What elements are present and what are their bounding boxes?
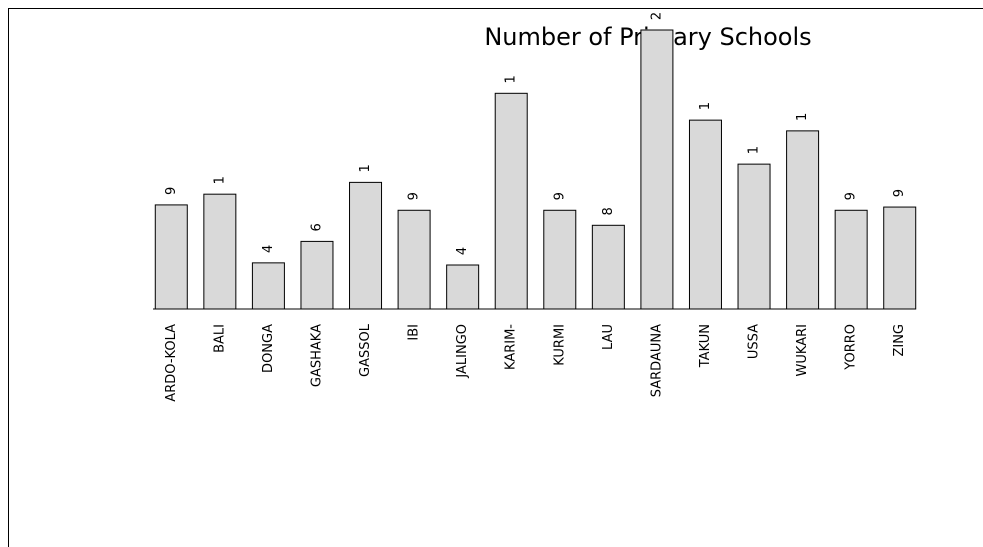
data-label: 8 bbox=[601, 207, 616, 215]
data-label: 9 bbox=[164, 187, 179, 195]
x-tick-label: KARIM- bbox=[504, 324, 519, 370]
x-tick-label: JALINGO bbox=[455, 324, 470, 379]
bar bbox=[154, 204, 188, 310]
x-tick-label: BALI bbox=[212, 324, 227, 353]
x-tick-label: IBI bbox=[407, 324, 422, 341]
data-label: 1 bbox=[747, 146, 762, 154]
bar bbox=[251, 262, 285, 310]
bar bbox=[543, 209, 577, 310]
x-tick-label: TAKUN bbox=[698, 324, 713, 368]
data-label: 2 bbox=[649, 12, 664, 20]
data-label: 4 bbox=[261, 245, 276, 253]
x-tick-label: WUKARI bbox=[795, 324, 810, 376]
data-label: 4 bbox=[455, 247, 470, 255]
x-tick-label: LAU bbox=[601, 324, 616, 350]
bar bbox=[397, 209, 431, 310]
data-label: 9 bbox=[552, 192, 567, 200]
x-tick-label: USSA bbox=[747, 324, 762, 359]
bar bbox=[446, 264, 480, 310]
bar bbox=[786, 130, 820, 310]
bar bbox=[737, 163, 771, 310]
x-tick-label: GASSOL bbox=[358, 323, 373, 377]
data-label: 1 bbox=[795, 113, 810, 121]
bar bbox=[688, 119, 722, 310]
data-label: 9 bbox=[892, 189, 907, 197]
bar bbox=[349, 181, 383, 310]
data-label: 9 bbox=[407, 192, 422, 200]
data-label: 1 bbox=[212, 176, 227, 184]
data-label: 6 bbox=[309, 223, 324, 231]
x-tick-label: YORRO bbox=[844, 324, 859, 371]
x-tick-label: ARDO-KOLA bbox=[164, 324, 179, 402]
bar bbox=[834, 209, 868, 310]
bar bbox=[591, 224, 625, 310]
data-label: 9 bbox=[844, 192, 859, 200]
x-tick-label: GASHAKA bbox=[309, 324, 324, 387]
bar bbox=[640, 29, 674, 310]
data-label: 1 bbox=[504, 75, 519, 83]
bar bbox=[300, 240, 334, 310]
bar bbox=[494, 92, 528, 310]
bar bbox=[883, 206, 917, 310]
bar bbox=[203, 193, 237, 310]
x-tick-label: KURMI bbox=[552, 324, 567, 366]
data-label: 1 bbox=[698, 102, 713, 110]
x-tick-label: ZING bbox=[892, 324, 907, 357]
x-tick-label: DONGA bbox=[261, 324, 276, 373]
x-tick-label: SARDAUNA bbox=[649, 324, 664, 397]
data-label: 1 bbox=[358, 164, 373, 172]
